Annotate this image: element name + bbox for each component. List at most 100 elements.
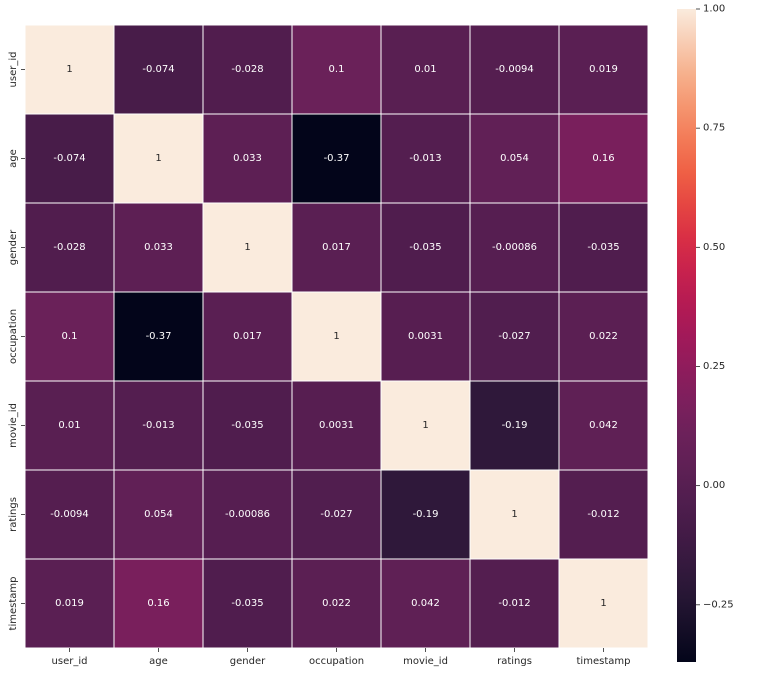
cell-label-movie_id-timestamp: 0.042: [589, 420, 618, 431]
cell-label-user_id-ratings: -0.0094: [495, 64, 534, 75]
y-tick-label-ratings: ratings: [8, 497, 19, 532]
colorbar: −0.25 0.00 0.25 0.50 0.75 1.00: [677, 4, 734, 662]
heatmap-cell-gender-timestamp: [558, 202, 649, 293]
y-tick-label-age: age: [8, 149, 19, 168]
heatmap-cell-timestamp-occupation: [291, 558, 382, 649]
heatmap-cell-timestamp-user_id: [24, 558, 115, 649]
colorbar-tick-label-0: −0.25: [703, 599, 734, 610]
cell-label-ratings-age: 0.054: [144, 509, 173, 520]
colorbar-tick-label-1: 0.00: [703, 480, 725, 491]
cell-label-occupation-occupation: 1: [333, 331, 339, 342]
colorbar-tick-label-2: 0.25: [703, 361, 725, 372]
cell-label-age-movie_id: -0.013: [409, 153, 441, 164]
heatmap-cell-gender-movie_id: [380, 202, 471, 293]
heatmap-cells: 1 -0.074 -0.028 0.1 0.01 -0.0094 0.019 -0.074 1 0…: [24, 24, 649, 649]
cell-label-timestamp-movie_id: 0.042: [411, 598, 440, 609]
cell-label-movie_id-movie_id: 1: [422, 420, 428, 431]
cell-label-user_id-user_id: 1: [66, 64, 72, 75]
cell-label-movie_id-user_id: 0.01: [58, 420, 80, 431]
heatmap-cell-occupation-ratings: [469, 291, 560, 382]
heatmap-cell-age-timestamp: [558, 113, 649, 204]
heatmap-cell-occupation-occupation: [291, 291, 382, 382]
cell-label-gender-gender: 1: [244, 242, 250, 253]
cell-label-gender-age: 0.033: [144, 242, 173, 253]
heatmap-cell-gender-gender: [202, 202, 293, 293]
cell-label-occupation-ratings: -0.027: [498, 331, 530, 342]
x-tick-label-ratings: ratings: [497, 656, 532, 667]
cell-label-movie_id-ratings: -0.19: [502, 420, 528, 431]
x-tick-label-timestamp: timestamp: [577, 656, 631, 667]
cell-label-age-user_id: -0.074: [53, 153, 85, 164]
cell-label-movie_id-age: -0.013: [142, 420, 174, 431]
cell-label-occupation-user_id: 0.1: [62, 331, 78, 342]
heatmap-cell-user_id-ratings: [469, 24, 560, 115]
y-tick-label-gender: gender: [8, 229, 19, 265]
x-tick-label-age: age: [149, 656, 168, 667]
cell-label-gender-timestamp: -0.035: [587, 242, 619, 253]
cell-label-ratings-occupation: -0.027: [320, 509, 352, 520]
cell-label-gender-user_id: -0.028: [53, 242, 85, 253]
colorbar-tick-label-3: 0.50: [703, 242, 725, 253]
heatmap-cell-ratings-age: [113, 469, 204, 560]
heatmap-cell-ratings-movie_id: [380, 469, 471, 560]
heatmap-cell-user_id-age: [113, 24, 204, 115]
heatmap-cell-user_id-user_id: [24, 24, 115, 115]
heatmap-cell-occupation-timestamp: [558, 291, 649, 382]
heatmap-cell-movie_id-gender: [202, 380, 293, 471]
cell-label-occupation-timestamp: 0.022: [589, 331, 618, 342]
x-axis: user_id age gender occupation movie_id rating…: [52, 648, 631, 667]
cell-label-gender-ratings: -0.00086: [492, 242, 537, 253]
cell-label-timestamp-gender: -0.035: [231, 598, 263, 609]
cell-label-timestamp-age: 0.16: [147, 598, 169, 609]
cell-label-occupation-age: -0.37: [146, 331, 172, 342]
x-tick-label-movie_id: movie_id: [403, 656, 448, 667]
x-tick-label-occupation: occupation: [309, 656, 364, 667]
heatmap-cell-timestamp-gender: [202, 558, 293, 649]
heatmap-cell-gender-ratings: [469, 202, 560, 293]
cell-label-ratings-gender: -0.00086: [225, 509, 270, 520]
heatmap-cell-timestamp-timestamp: [558, 558, 649, 649]
heatmap-cell-gender-user_id: [24, 202, 115, 293]
heatmap-cell-age-movie_id: [380, 113, 471, 204]
heatmap-cell-user_id-gender: [202, 24, 293, 115]
cell-label-age-age: 1: [155, 153, 161, 164]
heatmap-cell-gender-occupation: [291, 202, 382, 293]
x-tick-label-gender: gender: [230, 656, 266, 667]
cell-label-age-ratings: 0.054: [500, 153, 529, 164]
cell-label-movie_id-gender: -0.035: [231, 420, 263, 431]
cell-label-movie_id-occupation: 0.0031: [319, 420, 354, 431]
cell-label-user_id-age: -0.074: [142, 64, 174, 75]
y-tick-label-movie_id: movie_id: [8, 403, 19, 448]
heatmap-cell-user_id-movie_id: [380, 24, 471, 115]
colorbar-tick-label-5: 1.00: [703, 4, 725, 15]
heatmap-cell-age-gender: [202, 113, 293, 204]
cell-label-occupation-movie_id: 0.0031: [408, 331, 443, 342]
colorbar-gradient: [677, 9, 696, 662]
cell-label-ratings-ratings: 1: [511, 509, 517, 520]
cell-label-gender-movie_id: -0.035: [409, 242, 441, 253]
y-tick-label-timestamp: timestamp: [8, 577, 19, 631]
cell-label-age-timestamp: 0.16: [592, 153, 614, 164]
heatmap-cell-age-ratings: [469, 113, 560, 204]
cell-label-ratings-user_id: -0.0094: [50, 509, 89, 520]
x-tick-label-user_id: user_id: [52, 656, 88, 667]
heatmap-cell-ratings-user_id: [24, 469, 115, 560]
cell-label-gender-occupation: 0.017: [322, 242, 351, 253]
heatmap-cell-ratings-occupation: [291, 469, 382, 560]
cell-label-age-occupation: -0.37: [324, 153, 350, 164]
heatmap-cell-ratings-gender: [202, 469, 293, 560]
cell-label-timestamp-timestamp: 1: [600, 598, 606, 609]
heatmap-cell-movie_id-user_id: [24, 380, 115, 471]
y-tick-label-user_id: user_id: [8, 52, 19, 88]
heatmap-cell-movie_id-timestamp: [558, 380, 649, 471]
cell-label-timestamp-ratings: -0.012: [498, 598, 530, 609]
cell-label-ratings-timestamp: -0.012: [587, 509, 619, 520]
heatmap-cell-timestamp-movie_id: [380, 558, 471, 649]
y-tick-label-occupation: occupation: [8, 309, 19, 364]
heatmap-cell-timestamp-ratings: [469, 558, 560, 649]
heatmap-cell-gender-age: [113, 202, 204, 293]
heatmap-cell-user_id-occupation: [291, 24, 382, 115]
cell-label-timestamp-user_id: 0.019: [55, 598, 84, 609]
